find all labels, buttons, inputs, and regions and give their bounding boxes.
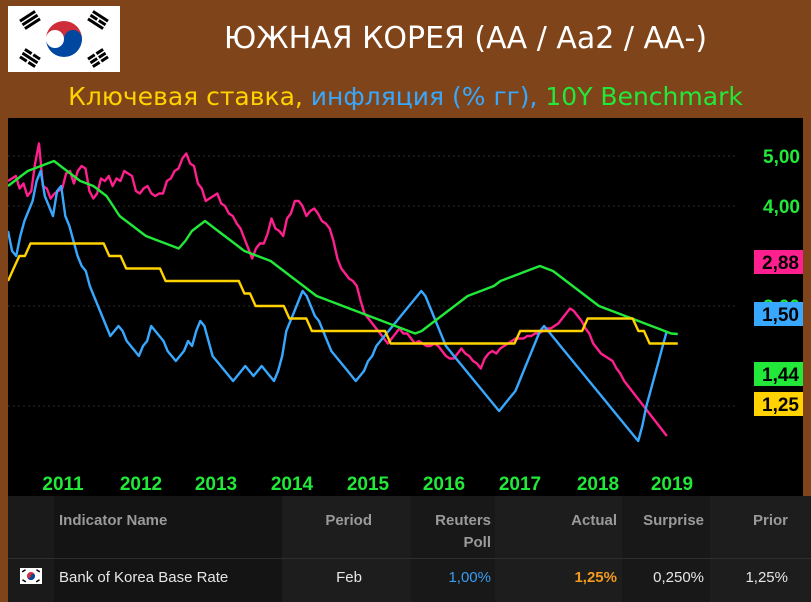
table-poll-column (411, 496, 495, 602)
chart-grid (8, 155, 736, 407)
header-period[interactable]: Period (325, 512, 372, 529)
table-icon-column (8, 496, 54, 602)
chart-lines (6, 142, 678, 443)
x-tick-label: 2015 (347, 474, 390, 495)
table-surprise-column (622, 496, 710, 602)
subtitle-benchmark: 10Y Benchmark (545, 82, 743, 111)
row-period: Feb (336, 569, 362, 586)
subtitle-key-rate: Ключевая ставка, (68, 82, 311, 111)
header-prior[interactable]: Prior (752, 512, 788, 529)
end-value-labels: 2,88 1,50 1,44 1,25 (754, 250, 803, 416)
series-line-1 (6, 169, 668, 443)
x-tick-label: 2011 (42, 474, 84, 495)
header-indicator-name[interactable]: Indicator Name (59, 512, 168, 529)
chart-subtitle: Ключевая ставка, инфляция (% гг), 10Y Be… (0, 78, 811, 116)
table-divider (8, 558, 811, 559)
end-label-box (754, 392, 803, 416)
x-tick-label: 2018 (577, 474, 619, 495)
x-tick-label: 2012 (120, 474, 162, 495)
end-value-label: 1,44 (762, 365, 799, 386)
indicator-table: Indicator Name Period Reuters Poll Actua… (8, 496, 811, 602)
end-label-box (754, 250, 803, 274)
end-value-label: 1,50 (762, 305, 799, 326)
header-actual[interactable]: Actual (571, 512, 617, 529)
row-indicator-name: Bank of Korea Base Rate (59, 569, 229, 586)
x-tick-label: 2013 (195, 474, 237, 495)
end-value-label: 1,25 (762, 395, 799, 416)
row-prior: 1,25% (745, 569, 788, 586)
x-tick-label: 2016 (423, 474, 465, 495)
x-tick-label: 2017 (499, 474, 541, 495)
chart-area: 2011 2012 2013 2014 2015 2016 2017 2018 2019 5,0… (6, 118, 803, 496)
south-korea-flag-icon (8, 6, 120, 72)
header-poll-line2: Poll (463, 534, 491, 551)
x-tick-label: 2014 (271, 474, 314, 495)
line-chart: 2011 2012 2013 2014 2015 2016 2017 2018 2019 5,0… (6, 142, 803, 495)
page-title: ЮЖНАЯ КОРЕЯ (АА / Аа2 / АА-) (128, 6, 803, 72)
end-label-box (754, 302, 803, 326)
series-line-2 (7, 159, 678, 336)
x-axis-labels: 2011 2012 2013 2014 2015 2016 2017 2018 2019 (42, 474, 693, 495)
y-tick-label: 4,00 (763, 197, 800, 218)
table-period-column (282, 496, 411, 602)
subtitle-inflation: инфляция (% гг), (310, 82, 546, 111)
y-tick-label: 5,00 (763, 147, 800, 168)
end-label-box (754, 362, 803, 386)
row-reuters-poll: 1,00% (448, 569, 491, 586)
header-reuters-poll[interactable]: Reuters Poll (411, 510, 491, 554)
header-surprise[interactable]: Surprise (643, 512, 704, 529)
south-korea-flag-icon (20, 568, 42, 584)
row-actual: 1,25% (574, 569, 617, 586)
header-poll-line1: Reuters (435, 512, 491, 529)
table-actual-column (495, 496, 622, 602)
series-line-0 (7, 142, 668, 437)
series-line-3 (6, 242, 678, 345)
table-prior-column (710, 496, 811, 602)
x-tick-label: 2019 (651, 474, 693, 495)
row-surprise: 0,250% (653, 569, 704, 586)
end-value-label: 2,88 (762, 253, 799, 274)
